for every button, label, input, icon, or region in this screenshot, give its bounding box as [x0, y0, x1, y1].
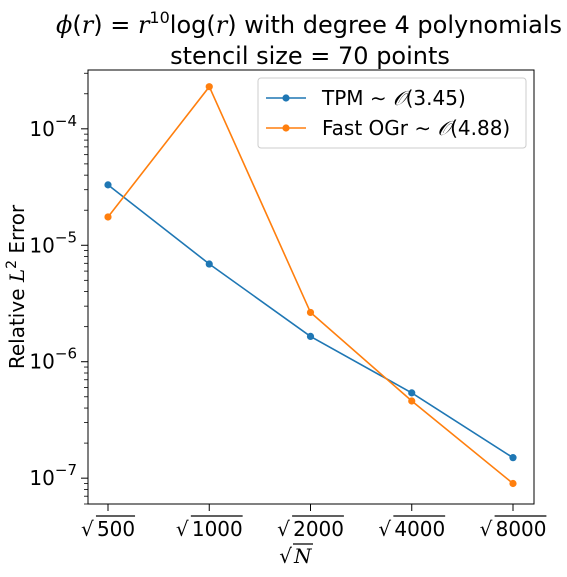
legend-label-1: Fast OGr ∼ 𝒪(4.88) [322, 116, 510, 140]
series-line-0 [107, 184, 514, 459]
legend: TPM ∼ 𝒪(3.45) Fast OGr ∼ 𝒪(4.88) [257, 77, 527, 149]
x-tick-label: 500 [97, 517, 135, 541]
y-tick-label: 10−5 [29, 228, 77, 257]
x-tick-label: 8000 [496, 517, 547, 541]
xlabel-sqrt: √ [279, 544, 292, 568]
y-axis-label: Relative L2 Error [4, 204, 29, 369]
y-tick-base: 10 [29, 466, 54, 490]
x-tick-sqrt: √ [176, 517, 189, 541]
data-point-series-1 [104, 213, 112, 221]
title-phi: ϕ [56, 11, 72, 39]
xlabel-var: N [293, 544, 313, 568]
data-point-series-1 [408, 397, 416, 405]
legend-label-0: TPM ∼ 𝒪(3.45) [321, 86, 466, 110]
y-tick-exponent: −7 [55, 461, 77, 479]
x-tick-sqrt: √ [277, 517, 290, 541]
data-point-series-1 [509, 479, 517, 488]
data-point-series-0 [306, 332, 315, 340]
ylabel-suffix: Error [5, 204, 29, 260]
title-log-close: ) [227, 11, 236, 39]
title-log-arg: r [216, 11, 229, 39]
y-tick-base: 10 [29, 233, 54, 257]
data-point-series-1 [306, 308, 315, 317]
legend-marker-1 [282, 124, 290, 132]
title-exponent: 10 [149, 8, 169, 27]
title-r: r [82, 11, 95, 39]
ylabel-L: L [5, 269, 29, 283]
title-log: log( [170, 11, 216, 39]
x-axis: √ 500 √ 1000 √ 2000 √ 4000 √ 8000 [81, 504, 547, 541]
legend-box [257, 77, 527, 149]
ylabel-sup: 2 [4, 260, 20, 269]
x-axis-label: √ N [279, 543, 313, 568]
y-tick-exponent: −5 [55, 228, 77, 246]
legend-marker-0 [282, 94, 290, 102]
y-tick-label: 10−4 [29, 112, 77, 141]
x-tick-sqrt: √ [480, 517, 493, 541]
y-tick-exponent: −4 [55, 112, 77, 130]
y-tick-base: 10 [29, 350, 54, 374]
y-tick-base: 10 [29, 117, 54, 141]
chart-title: ϕ(r) = r10log(r) with degree 4 polynomia… [56, 8, 562, 39]
data-point-series-0 [104, 181, 112, 189]
title-suffix: with degree 4 polynomials [237, 11, 562, 39]
title-paren-open: ( [72, 11, 81, 39]
data-point-series-0 [408, 389, 416, 397]
data-point-series-1 [205, 83, 213, 91]
series-layer [104, 83, 517, 488]
y-axis: 10−710−610−510−4 [29, 72, 88, 505]
x-tick-sqrt: √ [378, 517, 391, 541]
x-tick-label: 4000 [394, 517, 445, 541]
x-tick-sqrt: √ [81, 517, 94, 541]
x-tick-label: 1000 [192, 517, 243, 541]
x-tick-label: 2000 [293, 517, 344, 541]
y-tick-exponent: −6 [55, 345, 77, 363]
title-eq: ) = [93, 11, 138, 39]
y-tick-label: 10−7 [29, 461, 77, 490]
chart-subtitle: stencil size = 70 points [170, 42, 450, 70]
title-r-base: r [138, 11, 151, 39]
data-point-series-0 [509, 454, 517, 462]
y-tick-label: 10−6 [29, 345, 77, 374]
ylabel-prefix: Relative [5, 282, 29, 369]
data-point-series-0 [205, 260, 213, 268]
